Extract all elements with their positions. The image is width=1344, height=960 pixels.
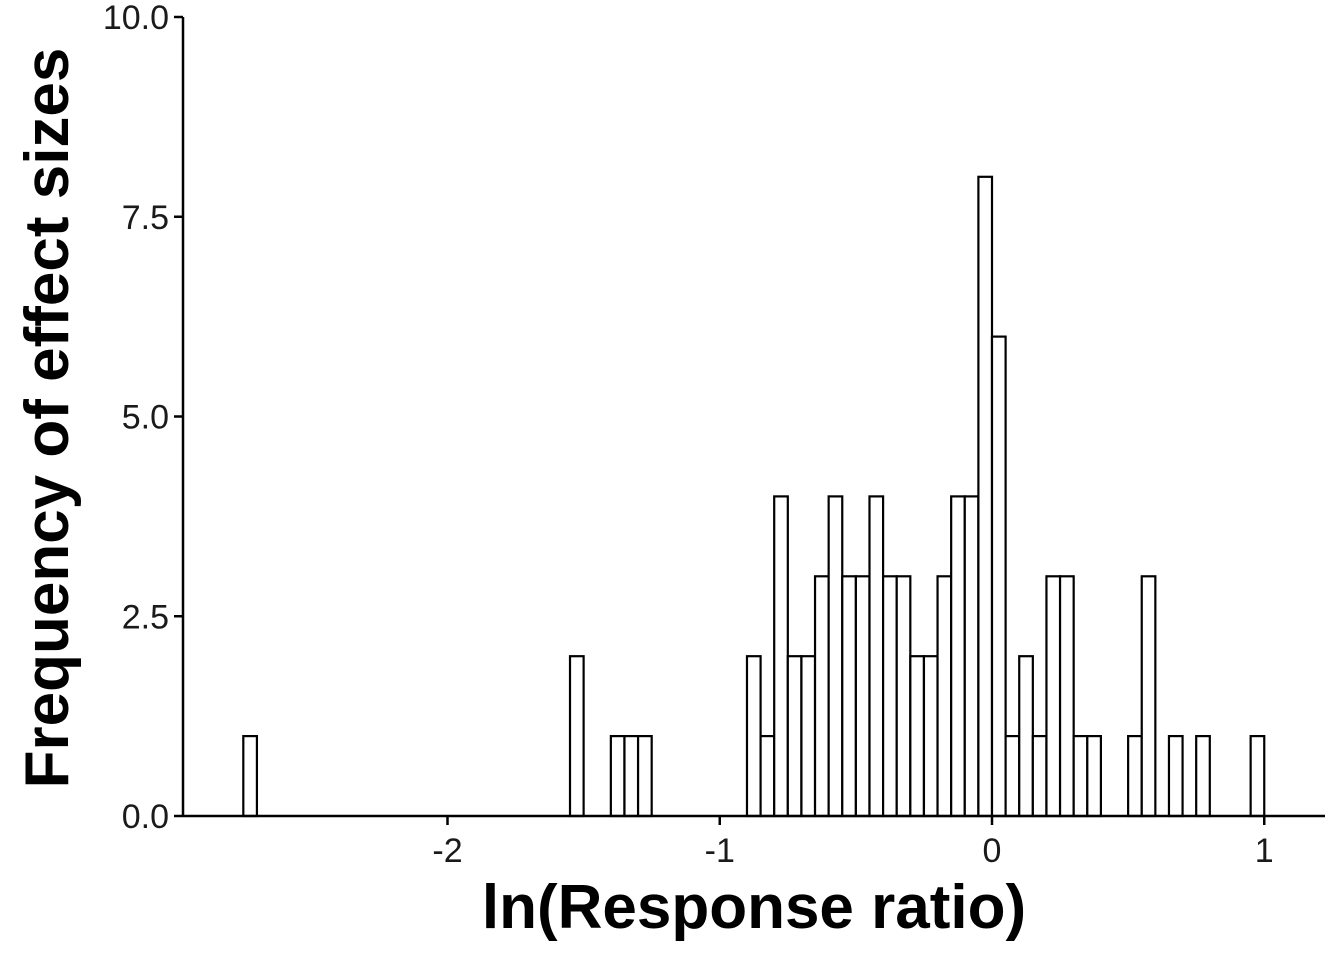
histogram-bar: [1086, 734, 1103, 818]
histogram-bar: [1140, 575, 1157, 818]
histogram-bar: [609, 734, 626, 818]
y-axis: 0.0 2.5 5.0 7.5 10.0: [103, 0, 185, 836]
x-tick-label: -2: [432, 832, 462, 870]
histogram-bar: [936, 575, 953, 818]
histogram-bar: [854, 575, 871, 818]
histogram-bar: [1018, 655, 1034, 818]
histogram-bar: [759, 734, 776, 818]
histogram-bar: [568, 655, 585, 818]
y-tick-label: 5.0: [122, 399, 169, 437]
histogram-bars: [242, 175, 1266, 818]
y-tick-label: 10.0: [103, 0, 169, 37]
y-tick-label: 2.5: [122, 598, 169, 636]
histogram-bar: [963, 495, 980, 818]
histogram-bar: [922, 655, 939, 818]
histogram-bar: [1045, 575, 1062, 818]
x-axis-title: ln(Response ratio): [482, 873, 1026, 942]
histogram-bar: [827, 495, 844, 818]
histogram-bar: [868, 495, 885, 818]
histogram-bar: [745, 655, 762, 818]
histogram-bar: [1058, 575, 1075, 818]
x-tick-label: 1: [1255, 832, 1274, 870]
histogram-bar: [242, 734, 259, 818]
histogram-bar: [786, 655, 803, 818]
histogram-bar: [1167, 734, 1184, 818]
histogram-bar: [813, 575, 830, 818]
histogram-bar: [1031, 734, 1048, 818]
y-axis-title: Frequency of effect sizes: [13, 48, 82, 789]
histogram-bar: [636, 734, 653, 818]
histogram-bar: [1249, 734, 1266, 818]
histogram-bar: [1004, 734, 1021, 818]
histogram-bar: [909, 655, 926, 818]
histogram-bar: [977, 175, 994, 818]
histogram-bar: [773, 495, 789, 818]
y-tick-label: 7.5: [122, 199, 169, 237]
x-tick-label: -1: [705, 832, 735, 870]
x-axis: -2 -1 0 1: [183, 814, 1325, 870]
histogram-bar: [1072, 734, 1089, 818]
histogram-bar: [623, 734, 640, 818]
histogram-bar: [800, 655, 817, 818]
y-tick-label: 0.0: [122, 798, 169, 836]
histogram-bar: [881, 575, 898, 818]
histogram-bar: [950, 495, 966, 818]
histogram-bar: [895, 575, 912, 818]
x-tick-label: 0: [983, 832, 1002, 870]
histogram-bar: [1195, 734, 1211, 818]
histogram-bar: [841, 575, 857, 818]
histogram-bar: [1127, 734, 1143, 818]
histogram-bar: [990, 335, 1007, 818]
